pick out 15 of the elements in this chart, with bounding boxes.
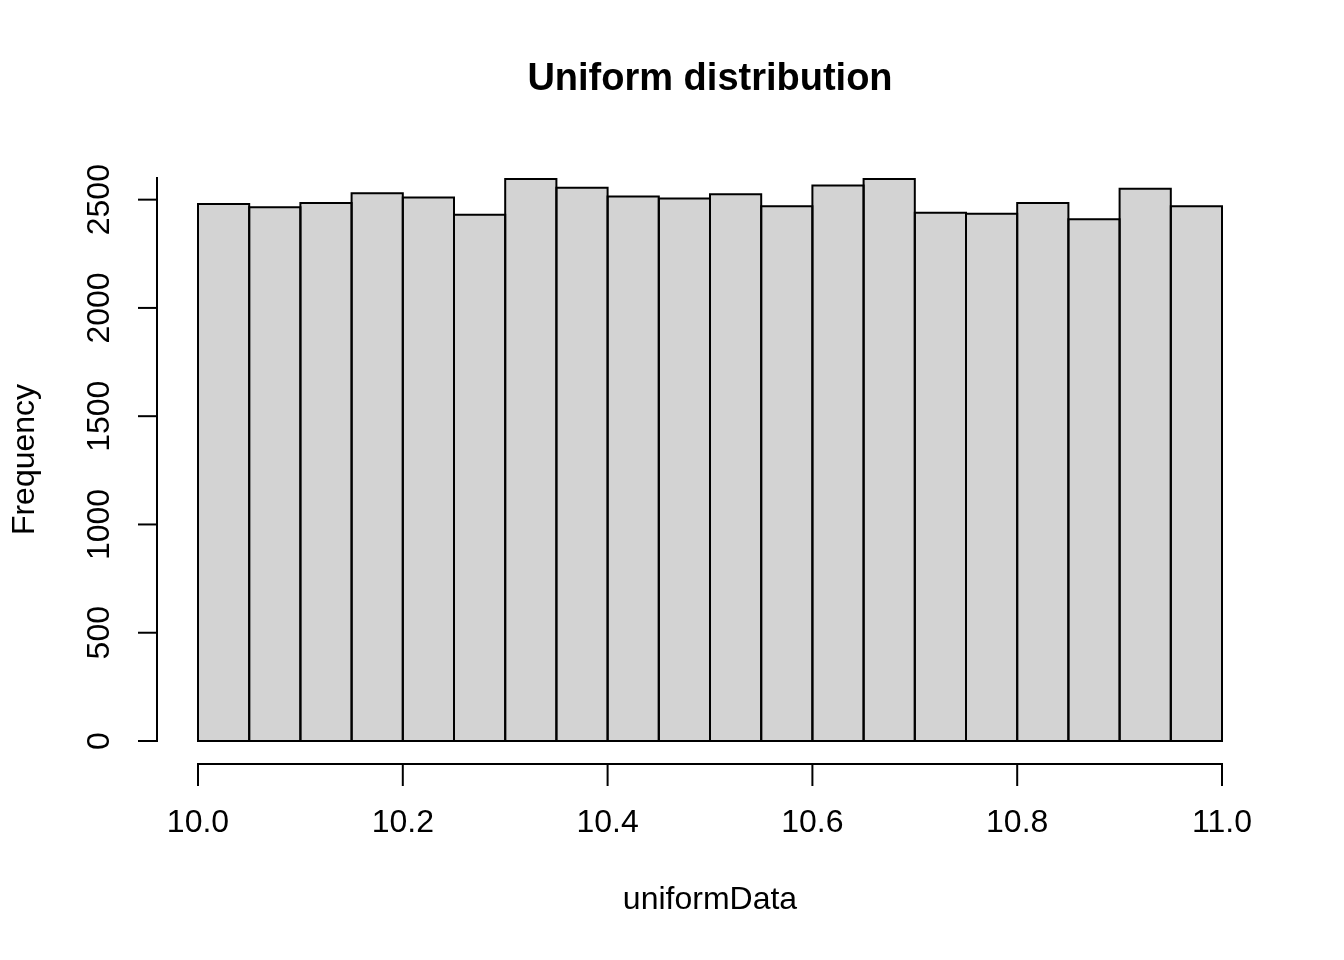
x-tick-label: 10.4: [576, 802, 639, 839]
chart-title: Uniform distribution: [527, 56, 893, 99]
y-tick-label: 500: [79, 606, 116, 660]
y-tick-label: 1000: [79, 488, 116, 561]
x-tick-label: 11.0: [1192, 802, 1252, 839]
y-tick-label: 1500: [79, 380, 116, 452]
y-tick-label: 2500: [79, 164, 116, 236]
x-tick-label: 10.0: [166, 802, 230, 839]
x-tick-label: 10.8: [986, 802, 1049, 839]
y-tick-label: 2000: [79, 272, 116, 344]
y-axis-title: Frequency: [4, 383, 41, 536]
x-tick-label: 10.2: [371, 802, 434, 839]
x-tick-label: 10.6: [781, 802, 844, 839]
x-axis-title: uniformData: [622, 879, 798, 916]
y-tick-label: 0: [79, 732, 116, 750]
